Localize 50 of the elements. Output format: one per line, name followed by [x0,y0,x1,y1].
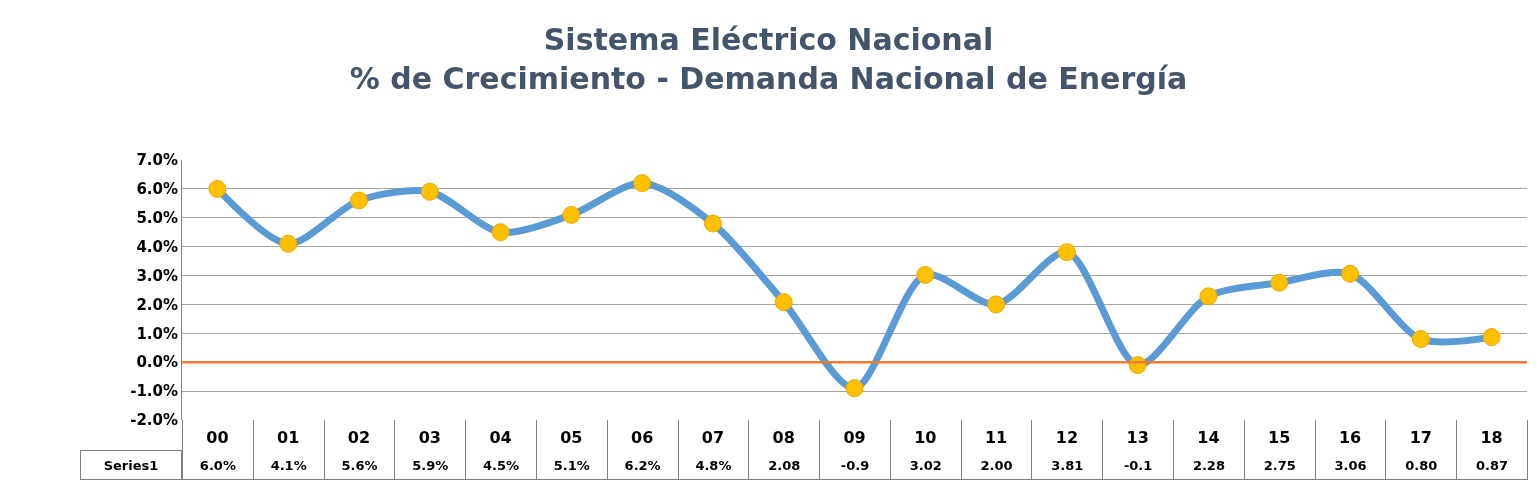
y-tick-label: -1.0% [130,382,178,401]
y-tick-label: 5.0% [136,209,178,228]
data-label: 5.9% [412,458,449,473]
data-label: 4.5% [483,458,520,473]
y-tick-label: -2.0% [130,411,178,430]
x-tick-label: 05 [560,428,583,447]
x-tick-label: 03 [418,428,441,447]
x-tick-label: 18 [1480,428,1503,447]
data-label: 3.02 [909,458,942,473]
data-label: 6.0% [199,458,236,473]
x-tick-label: 06 [631,428,654,447]
data-label: 2.75 [1263,458,1296,473]
data-label: 6.2% [624,458,661,473]
y-tick-label: 6.0% [136,180,178,199]
text: Series1 [103,458,159,473]
x-tick-label: 16 [1338,428,1362,447]
x-tick-label: 12 [1055,428,1078,447]
x-tick-label: 08 [772,428,795,447]
x-tick-label: 11 [984,428,1008,447]
data-label: 2.08 [768,458,801,473]
y-tick-label: 7.0% [136,151,178,170]
data-label: 2.00 [980,458,1013,473]
x-tick-label: 09 [843,428,866,447]
data-label: 0.87 [1476,458,1509,473]
data-label: -0.1 [1123,458,1153,473]
data-label: 3.06 [1334,458,1367,473]
data-label: 4.1% [270,458,307,473]
chart-title: Sistema Eléctrico Nacional % de Crecimiento - Demanda Nacional de Energía [349,21,1188,96]
x-tick-label: 07 [701,428,725,447]
x-tick-label: 01 [277,428,300,447]
data-label: 0.80 [1405,458,1438,473]
x-tick-label: 02 [347,428,371,447]
data-label: 3.81 [1051,458,1084,473]
y-tick-label: 1.0% [136,324,178,343]
data-label: -0.9 [840,458,870,473]
y-tick-label: 0.0% [136,353,178,372]
x-tick-label: 04 [489,428,512,447]
x-tick-label: 13 [1126,428,1149,447]
x-tick-label: 15 [1268,428,1291,447]
data-label: 2.28 [1192,458,1225,473]
y-tick-label: 2.0% [136,295,178,314]
x-tick-label: 00 [206,428,229,447]
data-label: 5.6% [341,458,378,473]
x-tick-label: 14 [1197,428,1220,447]
y-tick-label: 4.0% [136,237,178,256]
x-tick-label: 17 [1409,428,1432,447]
data-label: 4.8% [695,458,732,473]
data-label: 5.1% [553,458,590,473]
x-tick-label: 10 [914,428,937,447]
y-tick-label: 3.0% [136,266,178,285]
